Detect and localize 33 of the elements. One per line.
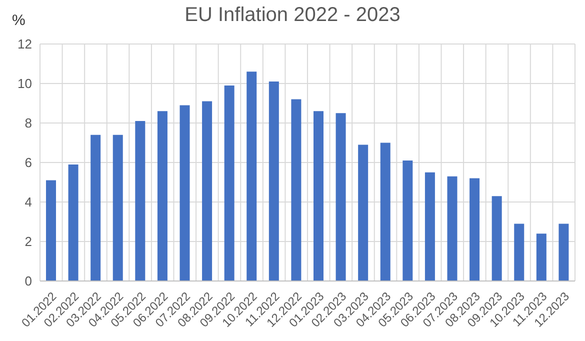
y-tick-label: 10 bbox=[18, 76, 32, 92]
bar bbox=[90, 134, 101, 281]
y-axis-title: % bbox=[12, 12, 26, 29]
bar bbox=[336, 113, 346, 281]
bar bbox=[135, 121, 146, 281]
bar bbox=[424, 172, 435, 281]
bar bbox=[402, 160, 413, 281]
chart-title: EU Inflation 2022 - 2023 bbox=[184, 4, 400, 26]
bar bbox=[447, 176, 458, 281]
bar bbox=[46, 180, 56, 281]
bar bbox=[558, 224, 569, 281]
bar bbox=[291, 99, 302, 281]
bar bbox=[112, 134, 123, 281]
bar bbox=[268, 82, 279, 281]
bar bbox=[157, 111, 168, 281]
bar bbox=[180, 105, 190, 281]
bar bbox=[470, 178, 480, 281]
bar bbox=[380, 142, 390, 281]
y-tick-label: 12 bbox=[18, 36, 32, 52]
y-tick-label: 2 bbox=[24, 234, 32, 250]
bar bbox=[492, 196, 502, 281]
bar bbox=[358, 144, 368, 281]
y-tick-label: 8 bbox=[24, 116, 32, 131]
bar bbox=[202, 101, 212, 281]
bar bbox=[514, 224, 524, 281]
y-tick-label: 6 bbox=[24, 155, 32, 170]
bar bbox=[68, 164, 78, 281]
bar bbox=[224, 85, 234, 281]
y-tick-label: 0 bbox=[24, 274, 32, 289]
bar bbox=[246, 72, 257, 281]
bar bbox=[314, 111, 324, 281]
bar bbox=[536, 234, 546, 281]
y-tick-label: 4 bbox=[24, 194, 32, 210]
